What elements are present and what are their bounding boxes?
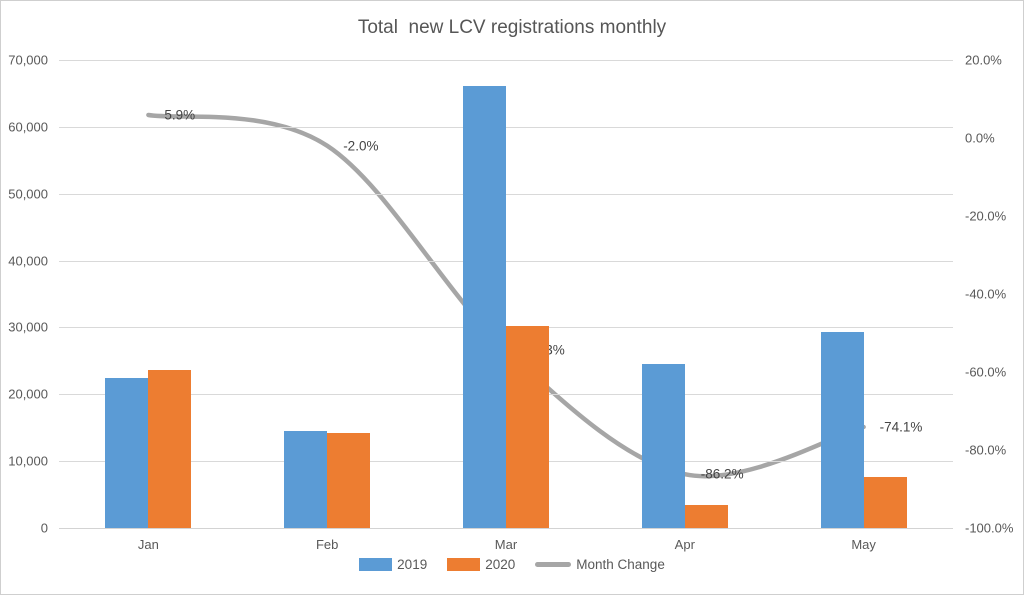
right-axis-label: -20.0% bbox=[965, 208, 1007, 224]
right-axis-label: 20.0% bbox=[965, 52, 1002, 68]
x-axis-label-feb: Feb bbox=[315, 537, 339, 552]
x-axis-label-may: May bbox=[851, 537, 876, 552]
bar-2020-apr bbox=[684, 505, 728, 528]
bar-2020-feb bbox=[327, 433, 371, 528]
bar-2020-jan bbox=[148, 370, 192, 528]
x-axis-label-apr: Apr bbox=[674, 537, 695, 552]
left-axis-label: 20,000 bbox=[8, 386, 48, 402]
left-axis-label: 50,000 bbox=[8, 186, 48, 202]
bar-2019-mar bbox=[463, 86, 506, 528]
x-axis-label-jan: Jan bbox=[137, 537, 159, 552]
legend: 2019 2020 Month Change bbox=[1, 557, 1023, 572]
right-axis-label: -100.0% bbox=[965, 520, 1014, 536]
x-axis-line bbox=[59, 528, 953, 529]
legend-label: 2020 bbox=[485, 557, 516, 572]
left-axis-label: 40,000 bbox=[8, 253, 48, 269]
bar-2020-may bbox=[863, 477, 907, 528]
gridline bbox=[59, 193, 953, 195]
line-data-label-apr: -86.2% bbox=[700, 466, 744, 482]
line-data-label-jan: 5.9% bbox=[164, 107, 196, 123]
bar-2019-apr bbox=[641, 363, 685, 528]
legend-item-2019: 2019 bbox=[359, 557, 427, 572]
right-axis-label: 0.0% bbox=[965, 130, 995, 146]
line-data-label-feb: -2.0% bbox=[343, 138, 379, 154]
legend-bar-swatch bbox=[447, 558, 481, 571]
bar-2020-mar bbox=[506, 326, 549, 528]
gridline bbox=[59, 60, 953, 61]
legend-label: 2019 bbox=[397, 557, 428, 572]
right-axis-label: -80.0% bbox=[965, 442, 1007, 458]
left-axis-label: 70,000 bbox=[8, 52, 48, 68]
x-axis-label-mar: Mar bbox=[494, 537, 518, 552]
gridline bbox=[59, 260, 953, 262]
legend-bar-swatch bbox=[359, 558, 393, 571]
legend-item-month-change: Month Change bbox=[535, 557, 665, 572]
bar-2019-feb bbox=[284, 431, 328, 528]
chart-title: Total new LCV registrations monthly bbox=[357, 17, 667, 38]
legend-item-2020: 2020 bbox=[447, 557, 515, 572]
right-axis-label: -60.0% bbox=[965, 364, 1007, 380]
gridline bbox=[59, 126, 953, 128]
left-axis-label: 60,000 bbox=[8, 119, 48, 135]
left-axis-label: 0 bbox=[40, 520, 48, 536]
line-data-label-may: -74.1% bbox=[879, 419, 923, 435]
legend-line-swatch bbox=[535, 562, 572, 567]
bar-2019-may bbox=[820, 332, 864, 528]
bar-2019-jan bbox=[105, 378, 149, 528]
left-axis-label: 10,000 bbox=[8, 453, 48, 469]
right-axis-label: -40.0% bbox=[965, 286, 1007, 302]
left-axis-label: 30,000 bbox=[8, 319, 48, 335]
legend-label: Month Change bbox=[576, 557, 665, 572]
